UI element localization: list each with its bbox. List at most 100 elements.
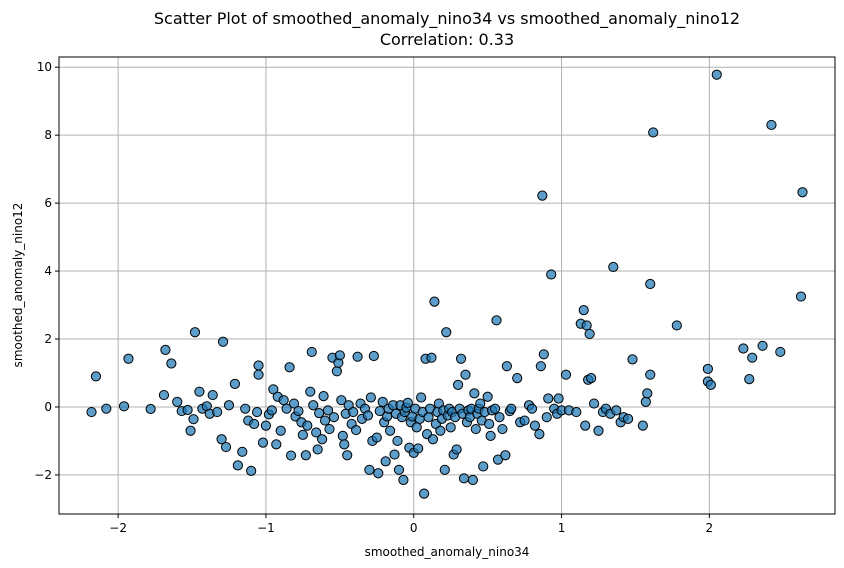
data-point	[427, 434, 439, 445]
data-point	[538, 349, 549, 360]
data-point	[398, 474, 409, 486]
data-point	[271, 439, 282, 450]
data-point	[285, 450, 297, 461]
data-point	[775, 346, 786, 358]
y-axis-ticks: −2 0 2 4 6 8 10	[34, 60, 59, 482]
data-point	[284, 362, 295, 373]
data-point	[368, 350, 379, 362]
data-point	[795, 291, 807, 302]
data-point	[337, 430, 348, 441]
data-point	[207, 389, 218, 401]
x-tick-label: 2	[706, 521, 714, 535]
data-point	[336, 395, 347, 406]
data-point	[445, 422, 456, 433]
x-axis-label: smoothed_anomaly_nino34	[365, 545, 530, 559]
data-point	[281, 403, 292, 414]
data-point	[308, 400, 319, 411]
data-point	[484, 418, 495, 430]
data-point	[319, 415, 331, 426]
data-point	[611, 405, 622, 416]
data-point	[160, 344, 171, 355]
data-point	[757, 340, 768, 351]
data-point	[288, 398, 300, 409]
data-point	[318, 390, 329, 402]
data-point	[458, 473, 470, 484]
data-point	[489, 403, 501, 414]
y-tick-label: 6	[44, 196, 52, 210]
data-point	[166, 358, 177, 369]
x-tick-label: −1	[257, 521, 275, 535]
data-point	[645, 278, 656, 290]
data-point	[389, 449, 400, 460]
data-point	[705, 379, 716, 390]
data-point	[253, 360, 264, 371]
data-point	[435, 425, 446, 436]
chart-subtitle: Correlation: 0.33	[380, 30, 514, 49]
data-point	[578, 305, 589, 316]
data-point	[571, 406, 582, 418]
data-point	[373, 468, 384, 479]
data-point	[642, 388, 653, 399]
plot-frame	[58, 56, 836, 515]
data-point	[478, 461, 489, 472]
data-point	[393, 464, 405, 475]
data-point	[441, 327, 452, 338]
data-point	[217, 336, 229, 347]
data-point	[543, 393, 554, 404]
data-point	[365, 392, 376, 403]
data-point	[711, 69, 722, 80]
data-point	[380, 456, 391, 467]
data-point	[534, 429, 545, 440]
data-point	[223, 400, 235, 411]
data-point	[188, 414, 199, 425]
data-point	[797, 187, 808, 198]
data-point	[416, 392, 427, 403]
data-point	[475, 398, 486, 409]
data-point	[362, 410, 374, 421]
data-point	[702, 363, 713, 375]
x-axis-ticks: −2 −1 0 1 2	[109, 514, 713, 535]
chart-title: Scatter Plot of smoothed_anomaly_nino34 …	[154, 9, 740, 29]
data-point	[485, 430, 496, 441]
data-point	[158, 389, 170, 401]
data-point	[371, 432, 382, 443]
data-point	[278, 395, 289, 406]
x-tick-label: −2	[109, 521, 127, 535]
data-point	[497, 423, 508, 435]
data-point	[470, 423, 481, 435]
data-point	[637, 420, 648, 431]
x-tick-label: 1	[558, 521, 566, 535]
data-point	[86, 406, 97, 418]
data-point	[293, 405, 304, 417]
data-point	[352, 351, 363, 362]
data-point	[328, 412, 340, 423]
data-point	[640, 396, 651, 407]
data-point	[439, 464, 450, 475]
grid	[59, 57, 835, 514]
data-point	[584, 328, 595, 340]
data-point	[455, 353, 467, 364]
data-point	[246, 465, 257, 476]
data-point	[413, 443, 424, 454]
data-point	[377, 396, 388, 407]
data-point	[123, 353, 134, 364]
data-point	[339, 439, 350, 450]
data-point	[537, 190, 548, 201]
data-point	[501, 361, 512, 372]
data-point	[529, 420, 541, 431]
data-point	[452, 379, 464, 390]
data-point	[260, 420, 272, 431]
data-point	[411, 422, 422, 433]
data-point	[648, 127, 659, 138]
data-point	[553, 393, 564, 404]
data-point	[608, 261, 619, 273]
data-point	[302, 420, 313, 431]
data-point	[494, 412, 505, 423]
data-point	[185, 425, 196, 436]
data-point	[182, 404, 193, 416]
data-point	[101, 403, 112, 414]
data-point	[311, 427, 322, 438]
data-point	[671, 320, 682, 331]
data-point	[249, 418, 260, 430]
data-point	[560, 369, 572, 380]
